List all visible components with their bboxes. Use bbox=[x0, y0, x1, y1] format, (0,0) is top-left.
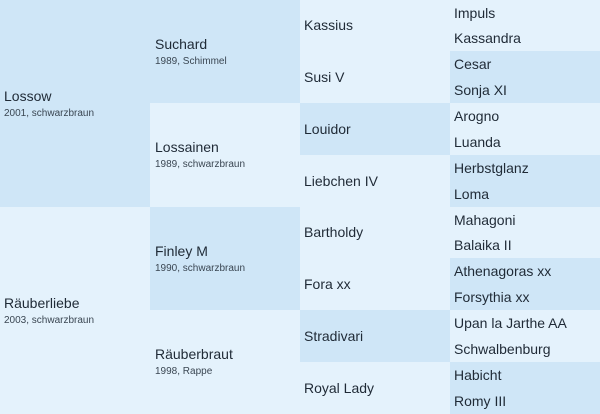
ancestor-sire: Lossow 2001, schwarzbraun bbox=[0, 0, 150, 207]
ancestor-name: Arogno bbox=[454, 107, 500, 124]
ancestor-gen4: Luanda bbox=[450, 129, 600, 155]
ancestor-meta: 2001, schwarzbraun bbox=[4, 107, 95, 119]
ancestor-meta: 1989, schwarzbraun bbox=[155, 159, 246, 170]
ancestor-name: Lossainen bbox=[155, 139, 219, 155]
ancestor-name: Upan la Jarthe AA bbox=[454, 314, 567, 331]
ancestor-gen4: Balaika II bbox=[450, 233, 600, 258]
ancestor-name: Schwalbenburg bbox=[454, 340, 551, 357]
ancestor-name: Luanda bbox=[454, 133, 501, 150]
ancestor-name: Louidor bbox=[304, 120, 351, 137]
ancestor-name: Räuberbraut bbox=[155, 346, 233, 362]
ancestor-name: Fora xx bbox=[304, 275, 351, 292]
ancestor-name: Royal Lady bbox=[304, 379, 375, 396]
ancestor-name: Räuberliebe bbox=[4, 294, 80, 311]
ancestor-gen3: Royal Lady bbox=[300, 362, 450, 414]
ancestor-gen4: Mahagoni bbox=[450, 207, 600, 233]
ancestor-gen2: Räuberbraut 1998, Rappe bbox=[150, 310, 300, 414]
ancestor-gen3: Fora xx bbox=[300, 258, 450, 310]
ancestor-gen3: Stradivari bbox=[300, 310, 450, 362]
ancestor-gen4: Schwalbenburg bbox=[450, 336, 600, 362]
ancestor-gen2: Suchard 1989, Schimmel bbox=[150, 0, 300, 103]
ancestor-name: Kassius bbox=[304, 17, 354, 33]
ancestor-gen4: Athenagoras xx bbox=[450, 258, 600, 284]
ancestor-dam: Räuberliebe 2003, schwarzbraun bbox=[0, 207, 150, 414]
ancestor-name: Suchard bbox=[155, 35, 208, 52]
ancestor-name: Stradivari bbox=[304, 327, 364, 344]
ancestor-gen3: Bartholdy bbox=[300, 207, 450, 258]
ancestor-gen4: Romy III bbox=[450, 388, 600, 414]
ancestor-gen4: Cesar bbox=[450, 51, 600, 77]
ancestor-meta: 2003, schwarzbraun bbox=[4, 314, 95, 326]
ancestor-meta: 1990, schwarzbraun bbox=[155, 262, 246, 274]
ancestor-gen4: Forsythia xx bbox=[450, 284, 600, 310]
ancestor-name: Balaika II bbox=[454, 237, 512, 253]
ancestor-name: Herbstglanz bbox=[454, 159, 529, 176]
ancestor-name: Finley M bbox=[155, 242, 208, 259]
ancestor-gen4: Loma bbox=[450, 181, 600, 207]
ancestor-gen3: Kassius bbox=[300, 0, 450, 51]
ancestor-name: Forsythia xx bbox=[454, 288, 530, 305]
ancestor-name: Lossow bbox=[4, 87, 52, 104]
ancestor-name: Kassandra bbox=[454, 30, 521, 46]
ancestor-name: Impuls bbox=[454, 4, 496, 21]
ancestor-name: Romy III bbox=[454, 392, 507, 409]
ancestor-gen4: Herbstglanz bbox=[450, 155, 600, 181]
ancestor-gen3: Liebchen IV bbox=[300, 155, 450, 207]
ancestor-gen2: Lossainen 1989, schwarzbraun bbox=[150, 103, 300, 207]
ancestor-meta: 1998, Rappe bbox=[155, 366, 213, 377]
ancestor-name: Habicht bbox=[454, 366, 502, 383]
ancestor-gen3: Susi V bbox=[300, 51, 450, 103]
ancestor-gen4: Sonja XI bbox=[450, 77, 600, 103]
ancestor-name: Mahagoni bbox=[454, 211, 516, 228]
ancestor-name: Cesar bbox=[454, 55, 492, 72]
ancestor-name: Loma bbox=[454, 185, 490, 202]
ancestor-gen4: Impuls bbox=[450, 0, 600, 26]
ancestor-name: Bartholdy bbox=[304, 224, 364, 240]
ancestor-gen4: Kassandra bbox=[450, 26, 600, 51]
ancestor-gen4: Arogno bbox=[450, 103, 600, 129]
ancestor-gen3: Louidor bbox=[300, 103, 450, 155]
ancestor-name: Athenagoras xx bbox=[454, 262, 552, 279]
ancestor-name: Susi V bbox=[304, 68, 345, 85]
ancestor-gen4: Habicht bbox=[450, 362, 600, 388]
ancestor-name: Liebchen IV bbox=[304, 172, 378, 189]
ancestor-meta: 1989, Schimmel bbox=[155, 55, 227, 67]
ancestor-name: Sonja XI bbox=[454, 81, 507, 98]
ancestor-gen4: Upan la Jarthe AA bbox=[450, 310, 600, 336]
ancestor-gen2: Finley M 1990, schwarzbraun bbox=[150, 207, 300, 310]
